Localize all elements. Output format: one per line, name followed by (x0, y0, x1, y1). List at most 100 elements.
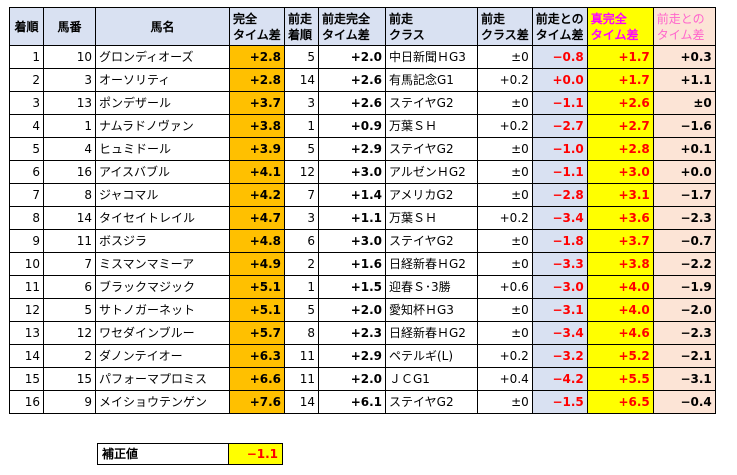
horse-name-cell: ブラックマジック (95, 275, 230, 299)
prev-diff-pink-cell: −1.7 (652, 183, 716, 207)
table-row: 2 3 オーソリティ +2.8 14 +2.6 有馬記念G1 +0.2 +0.0 +1.7 +1.1 (9, 68, 716, 92)
table-row: 13 12 ワセダインブルー +5.7 8 +2.3 日経新春ＨG2 ±0 −3.4 +4.6 −2… (9, 321, 716, 345)
finish-cell: 3 (9, 91, 44, 115)
prev-time-diff-cell: −1.0 (531, 137, 588, 161)
prev-class-diff-cell: +0.2 (477, 206, 533, 230)
prev-time-diff-cell: −2.8 (531, 183, 588, 207)
prev-finish-cell: 5 (284, 137, 319, 161)
prev-time-diff-cell: −0.8 (531, 45, 588, 69)
prev-finish-cell: 6 (284, 229, 319, 253)
horse-name-cell: グロンディオーズ (95, 45, 230, 69)
correction-row: 補正値 −1.1 (97, 443, 283, 465)
prev-time-diff-cell: +0.0 (531, 68, 588, 92)
horse-no-cell: 3 (43, 68, 96, 92)
finish-cell: 10 (9, 252, 44, 276)
prev-finish-cell: 14 (284, 390, 319, 414)
horse-no-cell: 13 (43, 91, 96, 115)
prev-class-cell: ステイヤG2 (385, 91, 478, 115)
true-full-time-diff-cell: +4.0 (586, 275, 654, 299)
horse-no-cell: 4 (43, 137, 96, 161)
table-row: 3 13 ポンデザール +3.7 3 +2.6 ステイヤG2 ±0 −1.1 +2.6 ±0 (9, 91, 716, 115)
true-full-time-diff-cell: +2.7 (586, 114, 654, 138)
horse-name-cell: ダノンテイオー (95, 344, 230, 368)
finish-cell: 14 (9, 344, 44, 368)
full-time-diff-cell: +3.7 (229, 91, 285, 115)
true-full-time-diff-cell: +1.7 (586, 45, 654, 69)
prev-class-cell: 万葉ＳＨ (385, 114, 478, 138)
header-horse-name: 馬名 (95, 7, 230, 46)
prev-finish-cell: 2 (284, 252, 319, 276)
horse-no-cell: 15 (43, 367, 96, 391)
table-row: 16 9 メイショウテンゲン +7.6 14 +6.1 ステイヤG2 ±0 −1.5 +6.5 −0… (9, 390, 716, 414)
horse-name-cell: ヒュミドール (95, 137, 230, 161)
true-full-time-diff-cell: +3.7 (586, 229, 654, 253)
prev-full-time-diff-cell: +2.0 (318, 45, 386, 69)
prev-class-diff-cell: ±0 (477, 91, 533, 115)
horse-no-cell: 6 (43, 275, 96, 299)
header-prev-class-diff: 前走 クラス差 (477, 7, 533, 46)
prev-diff-pink-cell: +0.3 (652, 45, 716, 69)
prev-time-diff-cell: −4.2 (531, 367, 588, 391)
horse-name-cell: ジャコマル (95, 183, 230, 207)
full-time-diff-cell: +2.8 (229, 68, 285, 92)
prev-class-cell: ステイヤG2 (385, 137, 478, 161)
full-time-diff-cell: +5.1 (229, 298, 285, 322)
prev-time-diff-cell: −2.7 (531, 114, 588, 138)
prev-time-diff-cell: −3.3 (531, 252, 588, 276)
prev-full-time-diff-cell: +1.6 (318, 252, 386, 276)
horse-name-cell: アイスバブル (95, 160, 230, 184)
prev-class-diff-cell: ±0 (477, 183, 533, 207)
prev-diff-pink-cell: −2.2 (652, 252, 716, 276)
header-prev-class: 前走 クラス (385, 7, 478, 46)
full-time-diff-cell: +6.6 (229, 367, 285, 391)
prev-full-time-diff-cell: +2.6 (318, 91, 386, 115)
full-time-diff-cell: +6.3 (229, 344, 285, 368)
header-prev-time-diff: 前走との タイム差 (531, 7, 588, 46)
finish-cell: 9 (9, 229, 44, 253)
header-true-full-time-diff: 真完全 タイム差 (586, 7, 654, 46)
prev-diff-pink-cell: +1.1 (652, 68, 716, 92)
prev-class-diff-cell: ±0 (477, 321, 533, 345)
full-time-diff-cell: +5.1 (229, 275, 285, 299)
finish-cell: 15 (9, 367, 44, 391)
horse-no-cell: 9 (43, 390, 96, 414)
finish-cell: 13 (9, 321, 44, 345)
true-full-time-diff-cell: +3.1 (586, 183, 654, 207)
true-full-time-diff-cell: +3.0 (586, 160, 654, 184)
prev-full-time-diff-cell: +2.0 (318, 298, 386, 322)
prev-full-time-diff-cell: +6.1 (318, 390, 386, 414)
prev-full-time-diff-cell: +1.1 (318, 206, 386, 230)
prev-time-diff-cell: −3.2 (531, 344, 588, 368)
prev-full-time-diff-cell: +3.0 (318, 160, 386, 184)
true-full-time-diff-cell: +4.0 (586, 298, 654, 322)
true-full-time-diff-cell: +3.6 (586, 206, 654, 230)
finish-cell: 2 (9, 68, 44, 92)
true-full-time-diff-cell: +4.6 (586, 321, 654, 345)
true-full-time-diff-cell: +3.8 (586, 252, 654, 276)
true-full-time-diff-cell: +2.8 (586, 137, 654, 161)
horse-no-cell: 5 (43, 298, 96, 322)
finish-cell: 7 (9, 183, 44, 207)
prev-class-diff-cell: ±0 (477, 45, 533, 69)
prev-class-cell: 愛知杯ＨG3 (385, 298, 478, 322)
horse-name-cell: サトノガーネット (95, 298, 230, 322)
prev-full-time-diff-cell: +2.6 (318, 68, 386, 92)
table-row: 8 14 タイセイトレイル +4.7 3 +1.1 万葉ＳＨ +0.2 −3.4 +3.6 −2.3 (9, 206, 716, 230)
finish-cell: 4 (9, 114, 44, 138)
prev-finish-cell: 8 (284, 321, 319, 345)
prev-time-diff-cell: −3.1 (531, 298, 588, 322)
table-row: 7 8 ジャコマル +4.2 7 +1.4 アメリカG2 ±0 −2.8 +3.1 −1.7 (9, 183, 716, 207)
true-full-time-diff-cell: +1.7 (586, 68, 654, 92)
prev-class-cell: アメリカG2 (385, 183, 478, 207)
prev-finish-cell: 11 (284, 367, 319, 391)
correction-table: 補正値 −1.1 (97, 443, 283, 465)
results-table: 着順 馬番 馬名 完全 タイム差 前走 着順 前走完全 タイム差 前走 クラス 前走 クラ… (9, 7, 716, 414)
table-row: 11 6 ブラックマジック +5.1 1 +1.5 迎春Ｓ･3勝 +0.6 −3.0 +4.0 −1… (9, 275, 716, 299)
prev-diff-pink-cell: −1.9 (652, 275, 716, 299)
prev-class-cell: 万葉ＳＨ (385, 206, 478, 230)
full-time-diff-cell: +2.8 (229, 45, 285, 69)
table-row: 14 2 ダノンテイオー +6.3 11 +2.9 ペテルギ(L) +0.2 −3.2 +5.2−… (9, 344, 716, 368)
horse-name-cell: ボスジラ (95, 229, 230, 253)
horse-name-cell: パフォーマプロミス (95, 367, 230, 391)
horse-no-cell: 16 (43, 160, 96, 184)
